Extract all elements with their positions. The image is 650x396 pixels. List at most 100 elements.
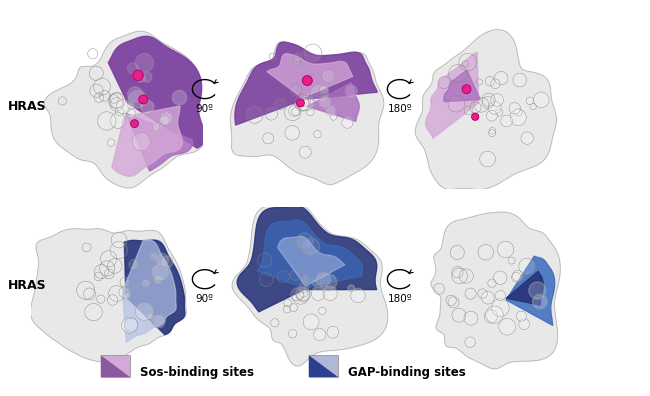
Circle shape <box>519 319 530 329</box>
Text: HRAS: HRAS <box>8 279 46 291</box>
Circle shape <box>345 85 358 97</box>
Circle shape <box>316 272 330 287</box>
Circle shape <box>270 319 279 327</box>
Circle shape <box>126 109 136 118</box>
Circle shape <box>495 290 506 301</box>
Circle shape <box>301 100 307 106</box>
Circle shape <box>98 112 116 130</box>
Circle shape <box>521 132 534 144</box>
Circle shape <box>302 76 312 86</box>
Text: 90º: 90º <box>196 294 214 304</box>
Circle shape <box>488 279 496 287</box>
Circle shape <box>482 291 494 304</box>
Circle shape <box>284 105 301 121</box>
Circle shape <box>314 130 321 138</box>
Circle shape <box>116 107 124 116</box>
Polygon shape <box>278 236 345 286</box>
Circle shape <box>462 85 471 93</box>
Circle shape <box>320 85 328 93</box>
Circle shape <box>302 238 320 255</box>
Circle shape <box>318 307 326 314</box>
Circle shape <box>484 310 497 323</box>
Circle shape <box>111 232 127 248</box>
Circle shape <box>491 299 509 316</box>
Circle shape <box>289 106 300 116</box>
Circle shape <box>110 242 127 259</box>
Circle shape <box>472 113 478 120</box>
Circle shape <box>97 295 105 303</box>
Circle shape <box>299 146 311 158</box>
Circle shape <box>107 139 115 147</box>
Circle shape <box>296 97 309 110</box>
Polygon shape <box>237 206 377 312</box>
Circle shape <box>529 282 546 299</box>
Circle shape <box>465 337 475 347</box>
Circle shape <box>263 133 274 144</box>
Circle shape <box>342 117 353 128</box>
Polygon shape <box>231 42 384 185</box>
Circle shape <box>323 286 337 301</box>
Circle shape <box>486 306 503 324</box>
Circle shape <box>285 126 300 140</box>
Circle shape <box>172 90 187 105</box>
Circle shape <box>485 76 495 86</box>
Circle shape <box>151 263 169 281</box>
Circle shape <box>296 286 310 301</box>
Circle shape <box>160 112 173 124</box>
Circle shape <box>296 99 304 107</box>
Circle shape <box>326 105 336 115</box>
Circle shape <box>312 280 319 286</box>
Circle shape <box>301 99 309 107</box>
Circle shape <box>351 288 365 303</box>
Circle shape <box>123 292 130 299</box>
Circle shape <box>515 109 522 116</box>
Circle shape <box>307 108 314 116</box>
Circle shape <box>512 272 521 282</box>
Circle shape <box>136 73 145 82</box>
Circle shape <box>300 275 310 284</box>
Circle shape <box>311 84 328 102</box>
Circle shape <box>488 102 501 114</box>
Circle shape <box>491 79 500 89</box>
Circle shape <box>452 308 466 322</box>
Circle shape <box>482 93 495 107</box>
Text: Sos-binding sites: Sos-binding sites <box>140 366 254 379</box>
Circle shape <box>348 285 355 292</box>
Circle shape <box>127 63 138 74</box>
Circle shape <box>107 295 118 305</box>
Polygon shape <box>431 212 560 369</box>
Text: 180º: 180º <box>387 294 412 304</box>
Circle shape <box>512 270 523 281</box>
Circle shape <box>289 329 297 338</box>
Circle shape <box>510 109 526 126</box>
Circle shape <box>495 109 503 116</box>
Circle shape <box>464 106 473 115</box>
Text: 90º: 90º <box>196 104 214 114</box>
Circle shape <box>478 244 493 260</box>
Circle shape <box>135 303 153 320</box>
Circle shape <box>486 110 497 121</box>
Circle shape <box>150 253 158 261</box>
Circle shape <box>152 124 160 131</box>
Circle shape <box>304 44 322 61</box>
Circle shape <box>489 128 496 134</box>
Circle shape <box>294 53 303 62</box>
Circle shape <box>128 90 146 108</box>
Circle shape <box>320 274 337 291</box>
Circle shape <box>116 100 130 114</box>
Polygon shape <box>267 54 352 98</box>
Circle shape <box>119 287 130 298</box>
Circle shape <box>292 107 300 116</box>
Circle shape <box>322 70 335 82</box>
Circle shape <box>302 99 309 106</box>
Circle shape <box>296 233 313 249</box>
Circle shape <box>139 95 148 104</box>
Text: 180º: 180º <box>387 104 412 114</box>
Polygon shape <box>506 271 543 305</box>
Circle shape <box>508 257 515 264</box>
Circle shape <box>299 283 309 293</box>
Circle shape <box>283 305 291 313</box>
Circle shape <box>493 271 507 284</box>
Circle shape <box>298 96 314 111</box>
Circle shape <box>124 318 138 331</box>
